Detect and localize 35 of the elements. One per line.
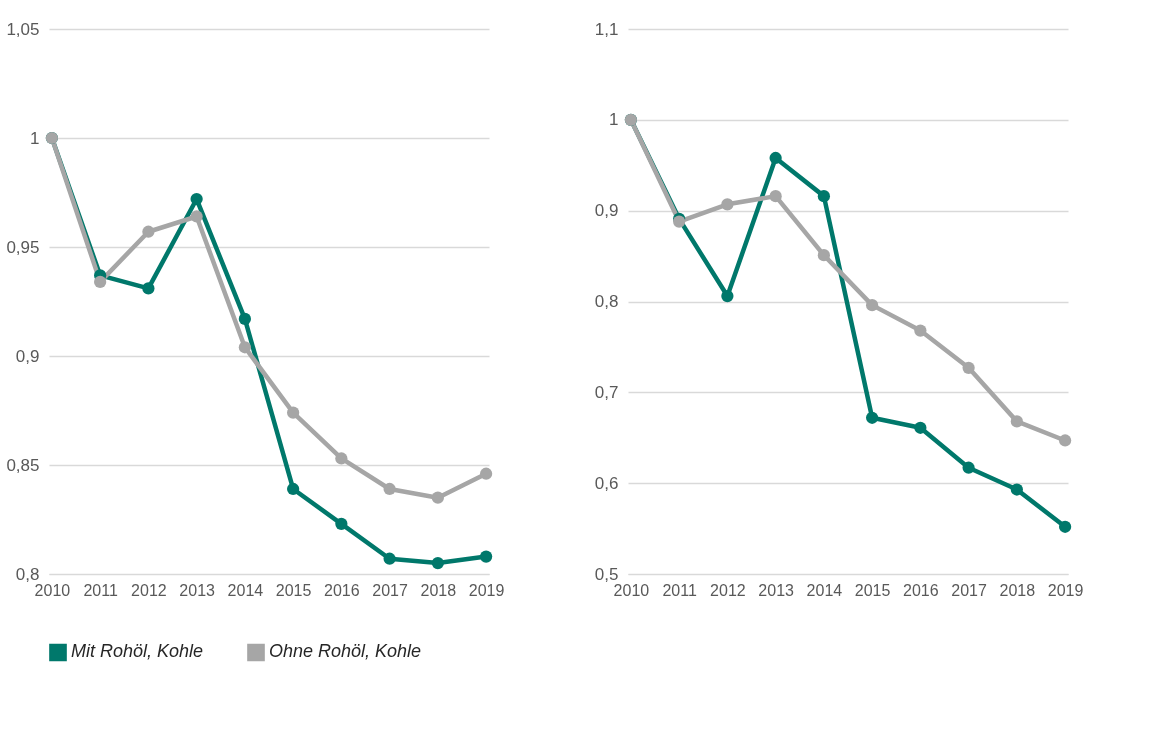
x-tick-label: 2011 [83, 581, 118, 599]
y-tick-label: 0,8 [594, 292, 619, 311]
legend-label: Mit Rohöl, Kohle [71, 641, 204, 662]
y-tick-label: 0,9 [15, 346, 40, 366]
y-tick-label: 0,7 [594, 382, 619, 402]
x-tick-label: 2012 [131, 581, 167, 599]
y-tick-label: 0,5 [594, 564, 619, 584]
y-tick-label: 0,85 [6, 455, 40, 475]
y-tick-label: 1 [30, 128, 40, 148]
x-tick-label: 2014 [227, 581, 264, 599]
x-tick-label: 2010 [613, 581, 650, 599]
y-tick-label: 1 [609, 110, 619, 130]
x-tick-label: 2015 [854, 581, 891, 599]
x-tick-label: 2014 [806, 581, 843, 599]
legend-label: Ohne Rohöl, Kohle [269, 641, 422, 662]
x-tick-label: 2013 [758, 581, 795, 599]
x-tick-label: 2019 [1047, 581, 1084, 599]
x-tick-label: 2013 [179, 581, 216, 599]
x-tick-label: 2017 [951, 581, 988, 599]
x-tick-label: 2011 [662, 581, 697, 599]
x-tick-label: 2016 [324, 581, 360, 599]
x-tick-label: 2016 [903, 581, 939, 599]
x-tick-label: 2019 [468, 581, 505, 599]
x-tick-label: 2010 [34, 581, 71, 599]
y-tick-label: 0,95 [6, 237, 40, 257]
y-tick-label: 1,1 [594, 19, 619, 39]
y-tick-label: 1,05 [6, 19, 40, 39]
x-tick-label: 2018 [999, 581, 1036, 599]
y-tick-label: 0,6 [594, 473, 619, 493]
x-tick-label: 2015 [275, 581, 312, 599]
x-tick-label: 2012 [710, 581, 746, 599]
x-tick-label: 2017 [372, 581, 409, 599]
y-tick-label: 0,9 [594, 201, 619, 221]
y-tick-label: 0,8 [15, 564, 40, 584]
x-tick-label: 2018 [420, 581, 457, 599]
